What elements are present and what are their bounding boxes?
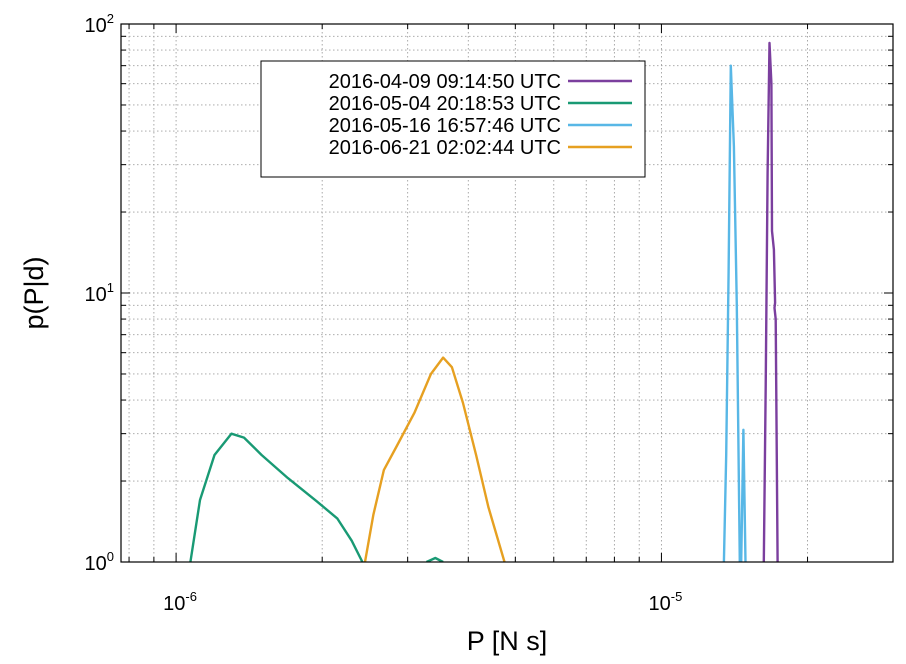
tick-base: 10 [649, 593, 671, 615]
series-line-0 [762, 41, 779, 562]
series-line-1 [189, 432, 364, 562]
y-tick-label: 101 [85, 280, 114, 306]
tick-base: 10 [85, 553, 107, 575]
series-line-3 [363, 356, 506, 562]
series-line-4 [426, 556, 444, 562]
tick-exponent: 2 [107, 11, 114, 26]
y-tick-label: 100 [85, 549, 114, 575]
x-tick-label: 10-5 [649, 589, 683, 615]
tick-exponent: 1 [107, 280, 114, 295]
y-axis-title: p(P|d) [19, 256, 49, 329]
tick-base: 10 [85, 284, 107, 306]
tick-exponent: -6 [185, 589, 197, 604]
tick-base: 10 [163, 593, 185, 615]
x-axis-title: P [N s] [467, 626, 548, 656]
x-tick-label: 10-6 [163, 589, 197, 615]
legend-label: 2016-06-21 02:02:44 UTC [329, 137, 561, 159]
grid [121, 23, 894, 563]
legend-label: 2016-05-16 16:57:46 UTC [329, 115, 561, 137]
y-tick-label: 102 [85, 11, 114, 37]
tick-exponent: 0 [107, 549, 114, 564]
series-line-2 [722, 64, 747, 562]
axis-ticks [121, 23, 894, 563]
tick-exponent: -5 [671, 589, 683, 604]
legend-label: 2016-05-04 20:18:53 UTC [329, 93, 561, 115]
series-lines [189, 41, 779, 562]
legend-label: 2016-04-09 09:14:50 UTC [329, 71, 561, 93]
tick-base: 10 [85, 15, 107, 37]
